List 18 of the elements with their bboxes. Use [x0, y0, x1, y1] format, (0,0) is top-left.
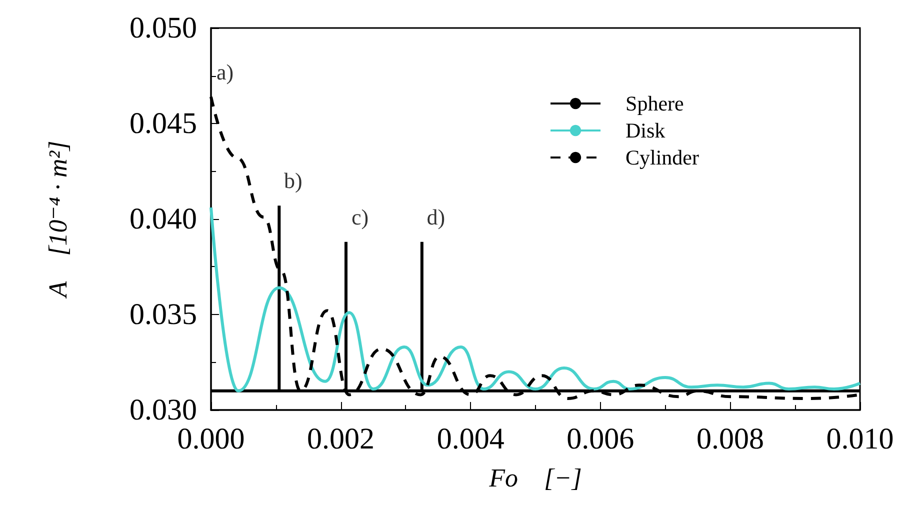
annotation: a) [216, 59, 234, 84]
x-tick-label: 0.010 [826, 422, 894, 456]
annotation: d) [426, 204, 446, 230]
y-axis-title: A [10⁻⁴ · m²] [44, 140, 72, 300]
legend-label: Cylinder [626, 146, 700, 170]
annotation: b) [284, 168, 302, 194]
y-tick-label: 0.050 [130, 12, 197, 44]
y-tick-label: 0.040 [130, 202, 197, 236]
y-tick-label: 0.045 [130, 107, 197, 140]
legend-label: Sphere [626, 92, 684, 116]
legend-label: Disk [626, 118, 666, 142]
x-axis-title: Fo [−] [488, 464, 582, 492]
x-tick-label: 0.008 [696, 422, 764, 456]
annotation: c) [351, 204, 369, 230]
x-tick-label: 0.002 [307, 422, 375, 456]
x-tick-label: 0.004 [436, 422, 504, 456]
x-tick-label: 0.006 [566, 422, 634, 456]
y-tick-label: 0.035 [130, 298, 197, 331]
